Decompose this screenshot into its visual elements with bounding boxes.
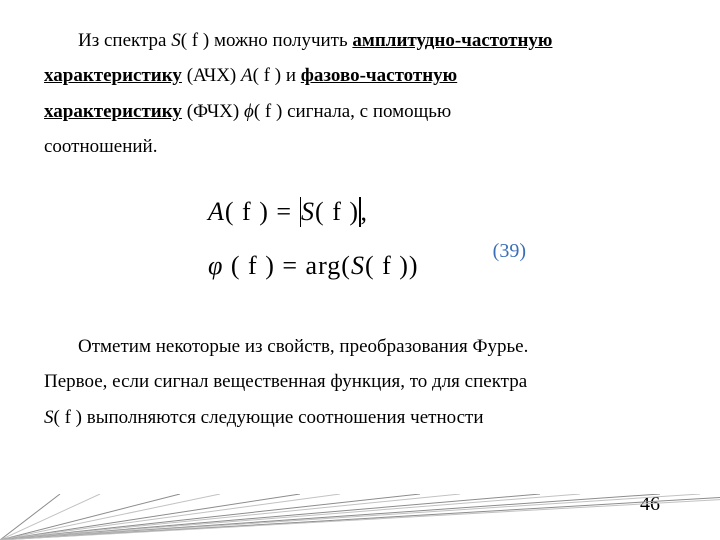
eq-equals: = <box>275 251 306 280</box>
sym-arg: ( f ) <box>181 30 209 51</box>
eq-arg: ( f ) <box>365 251 409 280</box>
eq-sym-phi: φ <box>208 251 223 280</box>
term-characteristic: характеристику <box>44 65 182 86</box>
paragraph-1-line-1: Из спектра S( f ) можно получить амплиту… <box>44 26 676 55</box>
sym-phi: ϕ <box>244 101 254 122</box>
eq-close: ) <box>409 251 419 280</box>
text: Из спектра <box>78 30 171 51</box>
text: соотношений. <box>44 136 157 157</box>
term-ampl-freq: амплитудно-частотную <box>352 30 552 51</box>
paragraph-1-line-2: характеристику (АЧХ) A( f ) и фазово-час… <box>44 61 676 90</box>
eq-sym-A: A <box>208 197 225 226</box>
text: Первое, если сигнал вещественная функция… <box>44 371 527 392</box>
eq-sym-S: S <box>301 197 315 226</box>
equation-1: A( f ) = S( f ), <box>208 192 508 232</box>
text: можно получить <box>209 30 352 51</box>
page-number: 46 <box>640 489 660 520</box>
sym-S: S <box>44 407 54 428</box>
equation-stack: A( f ) = S( f ), φ ( f ) = arg(S( f )) <box>208 192 508 301</box>
paragraph-1-line-3: характеристику (ФЧХ) ϕ( f ) сигнала, с п… <box>44 97 676 126</box>
sym-arg: ( f ) <box>54 407 82 428</box>
text: (АЧХ) <box>182 65 241 86</box>
sym-arg: ( f ) <box>254 101 282 122</box>
eq-comma: , <box>361 197 369 226</box>
equation-number: (39) <box>493 236 526 267</box>
text: и <box>281 65 301 86</box>
paragraph-2-line-2: Первое, если сигнал вещественная функция… <box>44 367 676 396</box>
equation-2: φ ( f ) = arg(S( f )) <box>208 246 508 286</box>
eq-equals: = <box>269 197 300 226</box>
eq-arg: ( f ) <box>223 251 274 280</box>
term-phase-freq: фазово-частотную <box>301 65 457 86</box>
paragraph-1-line-4: соотношений. <box>44 132 676 161</box>
sym-arg: ( f ) <box>253 65 281 86</box>
equation-block: A( f ) = S( f ), φ ( f ) = arg(S( f )) (… <box>44 192 676 304</box>
eq-arg: ( f ) <box>225 197 269 226</box>
paragraph-2-line-3: S( f ) выполняются следующие соотношения… <box>44 403 676 432</box>
sym-S: S <box>171 30 181 51</box>
text: выполняются следующие соотношения четнос… <box>82 407 484 428</box>
sym-A: A <box>241 65 253 86</box>
paragraph-2-line-1: Отметим некоторые из свойств, преобразов… <box>44 332 676 361</box>
text: Отметим некоторые из свойств, преобразов… <box>78 336 528 357</box>
text: сигнала, с помощью <box>282 101 451 122</box>
eq-fn-arg: arg( <box>306 251 351 280</box>
slide: Из спектра S( f ) можно получить амплиту… <box>0 0 720 540</box>
eq-arg: ( f ) <box>315 197 359 226</box>
footer-decoration <box>0 494 720 540</box>
term-characteristic-2: характеристику <box>44 101 182 122</box>
eq-sym-S: S <box>351 251 365 280</box>
text: (ФЧХ) <box>182 101 244 122</box>
